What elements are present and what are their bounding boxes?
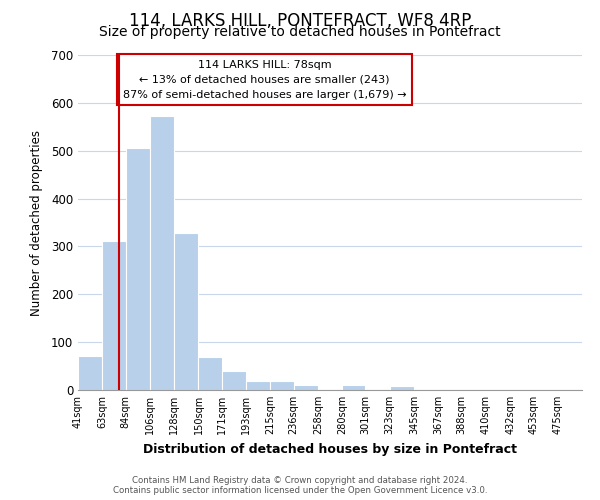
Bar [78,356,103,390]
Bar [271,381,293,390]
Bar [342,384,365,390]
Bar [221,371,246,390]
Bar [174,233,199,390]
Text: Contains HM Land Registry data © Crown copyright and database right 2024.: Contains HM Land Registry data © Crown c… [132,476,468,485]
Bar [150,116,174,390]
Text: Size of property relative to detached houses in Pontefract: Size of property relative to detached ho… [99,25,501,39]
X-axis label: Distribution of detached houses by size in Pontefract: Distribution of detached houses by size … [143,442,517,456]
Y-axis label: Number of detached properties: Number of detached properties [29,130,43,316]
Bar [125,148,150,390]
Text: 114, LARKS HILL, PONTEFRACT, WF8 4RP: 114, LARKS HILL, PONTEFRACT, WF8 4RP [129,12,471,30]
Text: Contains public sector information licensed under the Open Government Licence v3: Contains public sector information licen… [113,486,487,495]
Bar [293,384,318,390]
Bar [103,241,125,390]
Bar [389,386,414,390]
Bar [199,358,221,390]
Text: 114 LARKS HILL: 78sqm
← 13% of detached houses are smaller (243)
87% of semi-det: 114 LARKS HILL: 78sqm ← 13% of detached … [122,60,406,100]
Bar [246,381,271,390]
